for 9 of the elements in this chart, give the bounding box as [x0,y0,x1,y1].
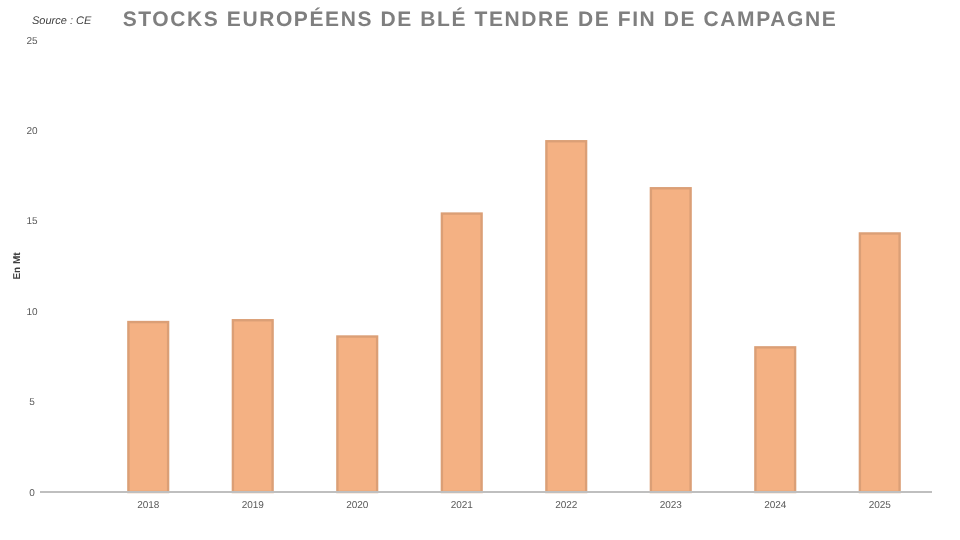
bar [649,187,692,494]
bar [231,319,274,494]
bar [336,335,379,494]
bar [754,346,797,494]
bar [440,212,483,494]
bar [127,320,170,494]
bar [858,232,901,494]
chart-title: STOCKS EUROPÉENS DE BLÉ TENDRE DE FIN DE CAMPAGNE [122,6,838,32]
bar [545,140,588,494]
